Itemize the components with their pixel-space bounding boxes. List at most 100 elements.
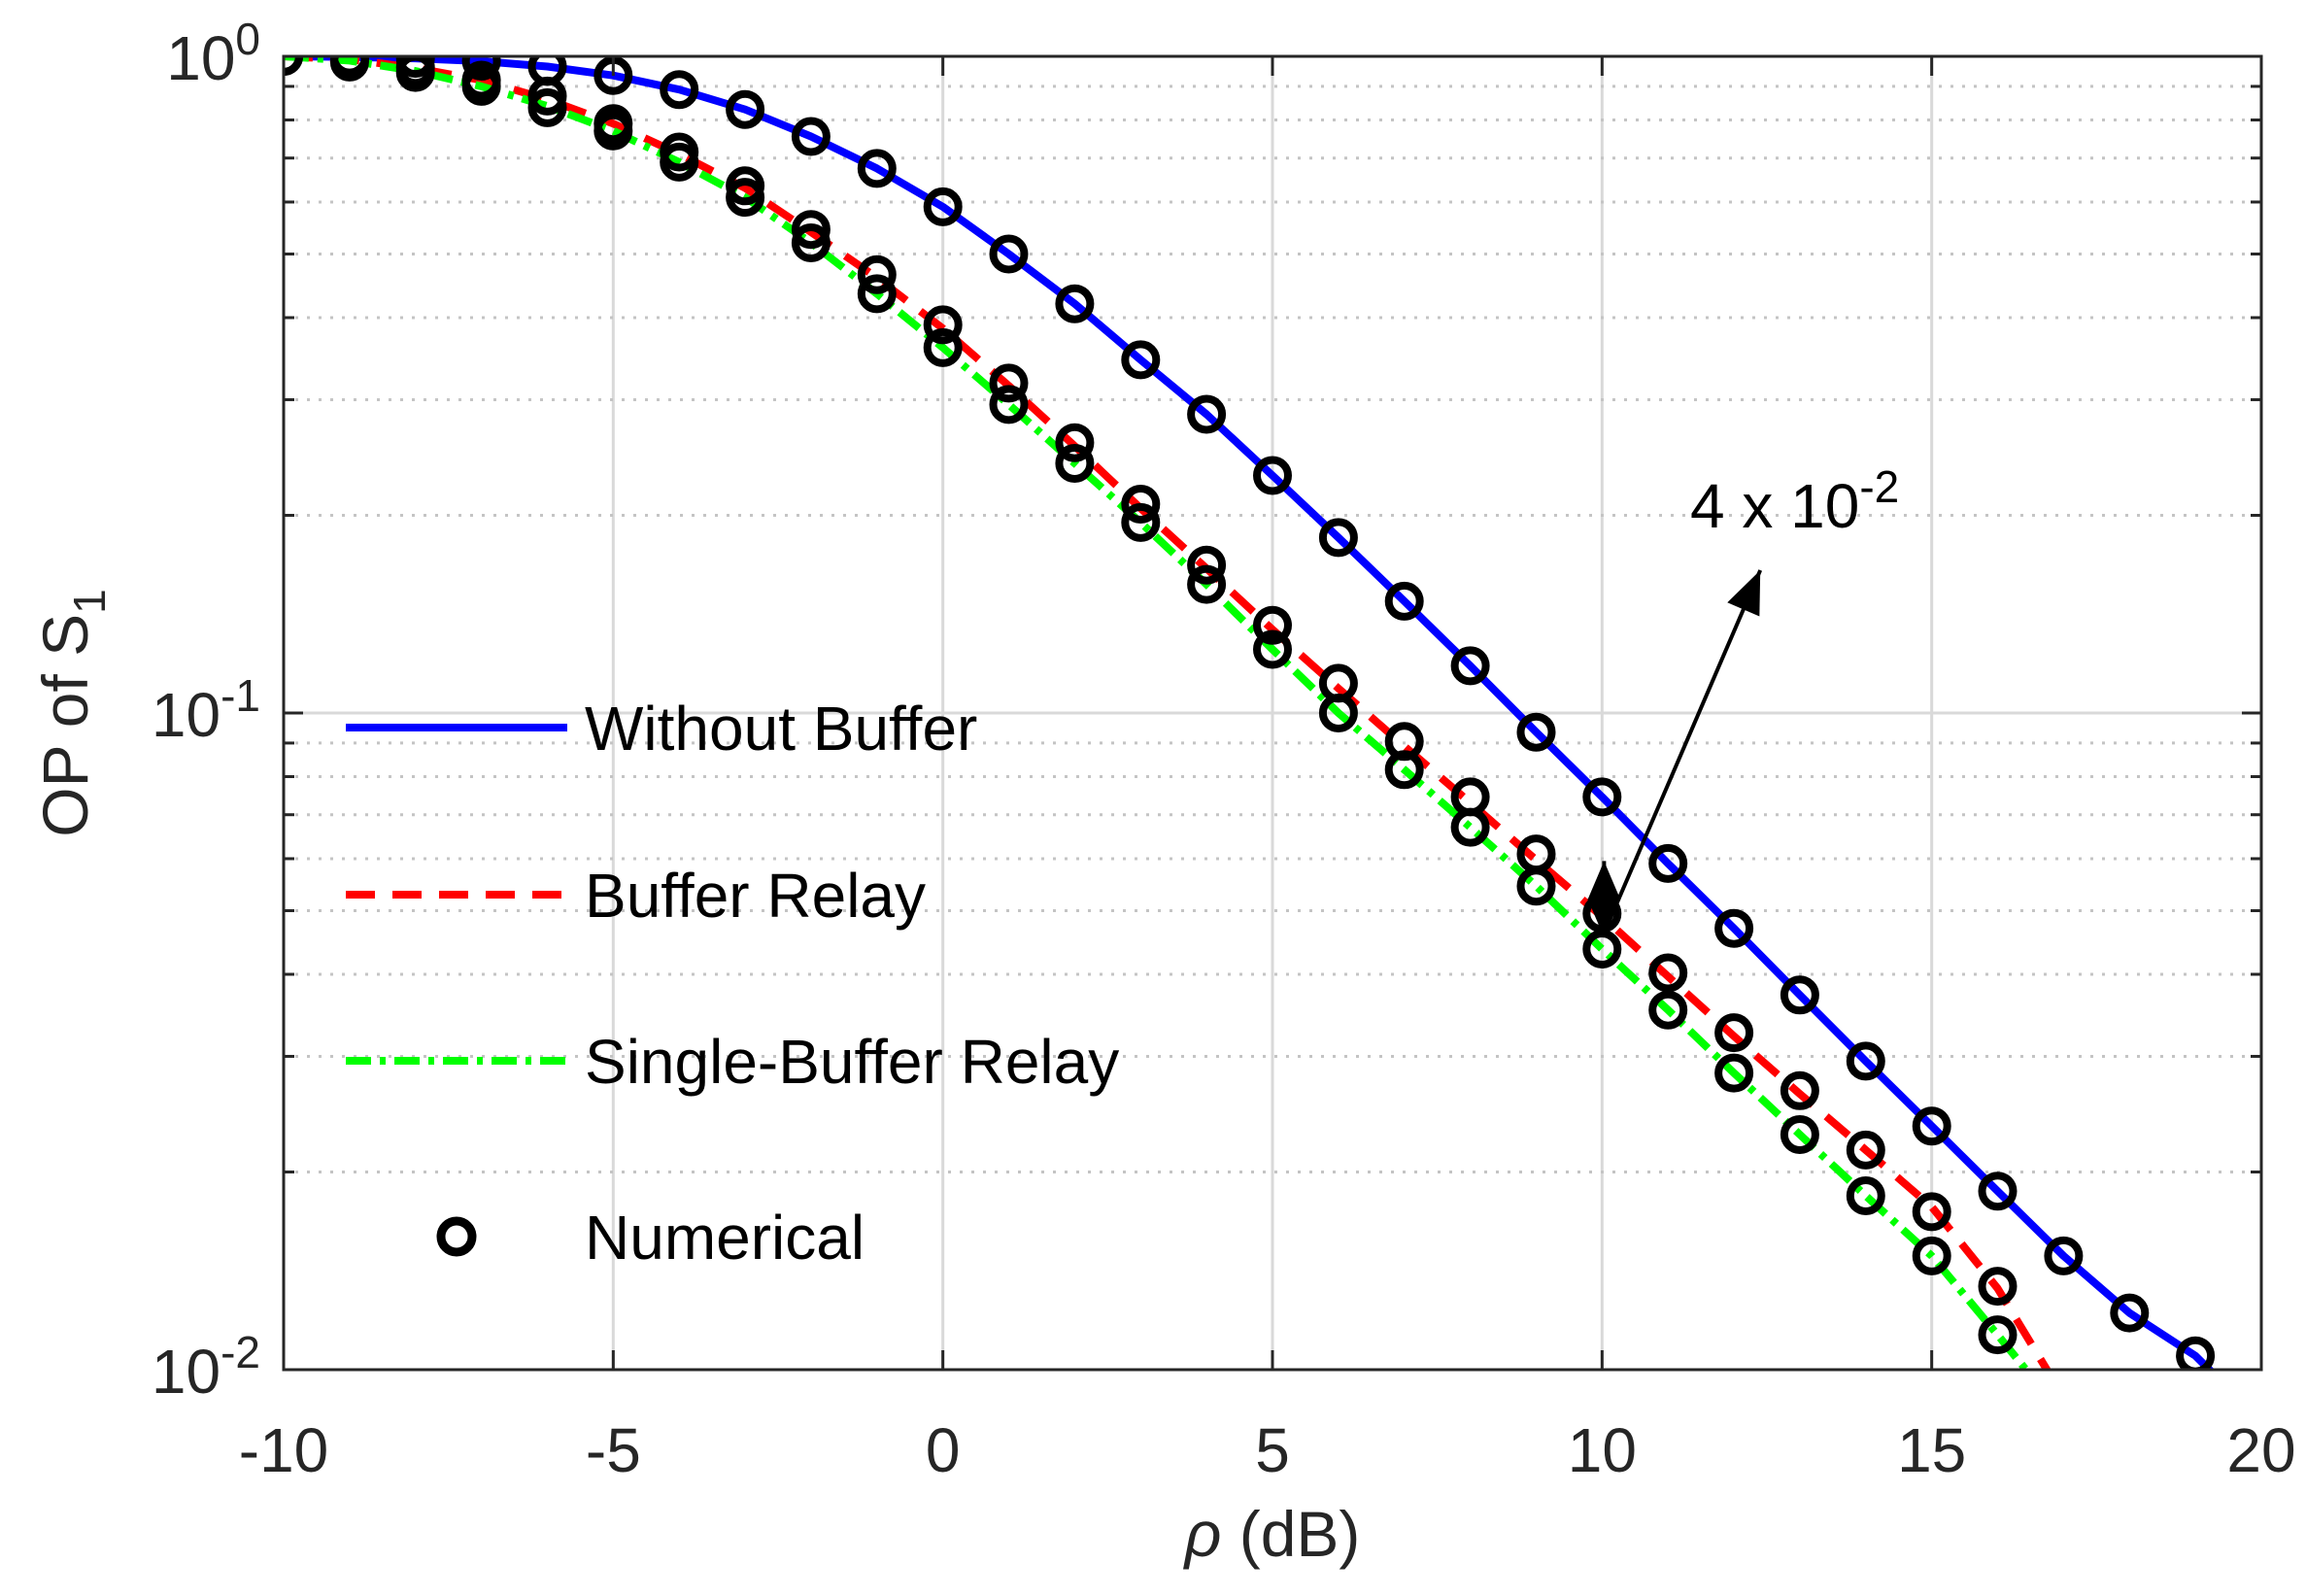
numerical-point [1648, 843, 1688, 883]
series-line-buffer-relay [284, 56, 2052, 1370]
numerical-point [527, 87, 567, 127]
annotation-text-base: 4 x 10 [1690, 471, 1859, 541]
numerical-point [1780, 1070, 1819, 1110]
numerical-point [857, 149, 897, 188]
numerical-point [1384, 750, 1424, 790]
numerical-point [1450, 807, 1490, 847]
legend-marker-numerical [436, 1216, 477, 1257]
numerical-point [989, 234, 1029, 274]
numerical-point [989, 363, 1029, 403]
numerical-point [791, 223, 831, 262]
numerical-point [1187, 545, 1227, 585]
numerical-point [1253, 629, 1292, 669]
numerical-point [461, 66, 501, 106]
y-tick-label-exponent: -2 [220, 1327, 260, 1377]
numerical-point [2176, 1336, 2216, 1370]
numerical-point [1912, 1106, 1951, 1146]
numerical-point [726, 178, 765, 218]
y-tick-label-exponent: -1 [220, 670, 260, 721]
annotation-text-exponent: -2 [1859, 461, 1899, 512]
y-axis-label-subscript: 1 [64, 589, 115, 614]
y-tick-label-base: 10 [152, 1337, 220, 1407]
numerical-point [1846, 1041, 1885, 1081]
numerical-point [1187, 394, 1227, 434]
x-tick-label: 20 [2226, 1415, 2295, 1485]
x-tick-label: 15 [1897, 1415, 1966, 1485]
x-tick-label: 10 [1568, 1415, 1637, 1485]
series-line-single-buffer-relay [284, 56, 2031, 1370]
numerical-point [1912, 1192, 1951, 1232]
numerical-point [461, 56, 501, 81]
y-tick-label-base: 10 [152, 680, 220, 750]
x-tick-label: 5 [1255, 1415, 1290, 1485]
legend-label-numerical: Numerical [585, 1203, 865, 1273]
numerical-point [923, 305, 963, 345]
numerical-point [1978, 1315, 2018, 1355]
numerical-point [1582, 777, 1622, 817]
numerical-point [1714, 1053, 1754, 1093]
gap-arrow-head-down [1587, 899, 1621, 938]
numerical-point [1648, 953, 1688, 993]
numerical-point [1912, 1236, 1951, 1275]
numerical-point [857, 255, 897, 294]
gap-arrow-head-up [1587, 861, 1621, 900]
numerical-point [1714, 908, 1754, 948]
numerical-point [1121, 485, 1161, 524]
y-tick-label: 10-2 [152, 1327, 260, 1407]
numerical-point [1648, 990, 1688, 1030]
numerical-point [1318, 694, 1358, 732]
numerical-point [1846, 1176, 1885, 1215]
y-tick-label-exponent: 0 [235, 14, 260, 64]
x-tick-label: 0 [926, 1415, 961, 1485]
annotation-pointer-line [1607, 569, 1763, 924]
numerical-point [1055, 284, 1095, 323]
numerical-point [660, 70, 699, 110]
numerical-point [1450, 646, 1490, 686]
legend-label-single-buffer-relay: Single-Buffer Relay [585, 1027, 1119, 1097]
legend-label-without-buffer: Without Buffer [585, 694, 977, 764]
numerical-point [329, 56, 369, 82]
numerical-point [791, 117, 831, 156]
numerical-point [1318, 518, 1358, 558]
numerical-point [1516, 712, 1556, 752]
x-axis-label: ρ (dB) [1183, 1498, 1361, 1570]
numerical-point [1121, 340, 1161, 380]
ticks [282, 54, 2263, 1372]
numerical-point [2110, 1293, 2150, 1333]
numerical-point [791, 210, 831, 250]
y-axis-label-main: OP of S [29, 614, 101, 837]
numerical-point [2044, 1236, 2084, 1275]
numerical-point [1253, 456, 1292, 495]
numerical-point [857, 274, 897, 314]
x-axis-label-symbol: ρ [1183, 1498, 1222, 1570]
gap-annotation: 4 x 10-2 [1587, 461, 1899, 938]
y-tick-label: 10-1 [152, 670, 260, 750]
numerical-point [1978, 1267, 2018, 1307]
numerical-markers [284, 56, 2216, 1370]
numerical-point [1780, 975, 1819, 1015]
numerical-point [726, 89, 765, 129]
x-tick-label: -5 [586, 1415, 641, 1485]
y-tick-label: 100 [166, 14, 260, 93]
numerical-point [1582, 930, 1622, 968]
numerical-point [1516, 866, 1556, 906]
x-axis-label-unit: (dB) [1221, 1498, 1360, 1570]
y-tick-label-base: 10 [166, 23, 235, 93]
numerical-point [1121, 502, 1161, 542]
y-axis-label: OP of S1 [29, 589, 115, 837]
numerical-point [1384, 581, 1424, 621]
annotation-text: 4 x 10-2 [1690, 461, 1899, 541]
numerical-point [1846, 1130, 1885, 1170]
x-tick-label: -10 [239, 1415, 329, 1485]
legend: Without Buffer Buffer Relay Single-Buffe… [346, 694, 1119, 1273]
numerical-point [1978, 1172, 2018, 1211]
numerical-point [1780, 1115, 1819, 1154]
numerical-point [923, 327, 963, 367]
numerical-point [1187, 564, 1227, 604]
numerical-point [1055, 444, 1095, 483]
numerical-point [989, 385, 1029, 424]
numerical-point [1055, 423, 1095, 462]
grid [284, 56, 2261, 1370]
